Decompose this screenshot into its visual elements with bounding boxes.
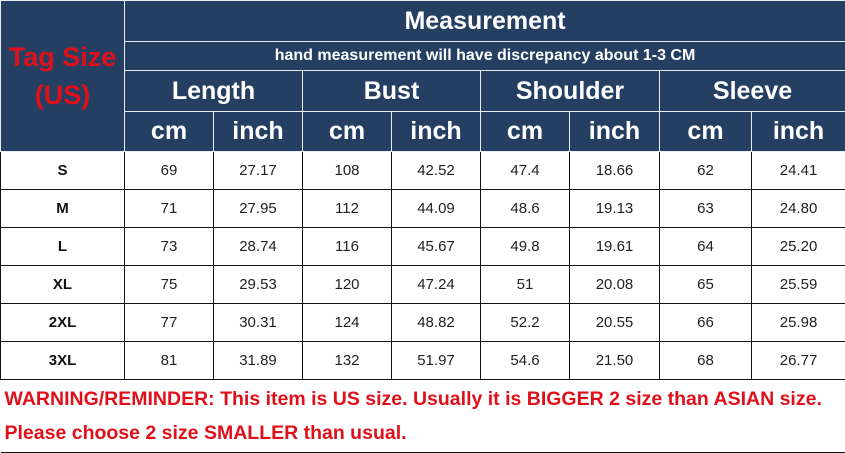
unit-header-cm: cm: [481, 112, 570, 152]
group-header-shoulder: Shoulder: [481, 71, 660, 112]
value-cell: 116: [303, 228, 392, 266]
value-cell: 19.61: [570, 228, 660, 266]
value-cell: 77: [125, 304, 214, 342]
value-cell: 21.50: [570, 342, 660, 380]
value-cell: 54.6: [481, 342, 570, 380]
value-cell: 81: [125, 342, 214, 380]
unit-header-cm: cm: [303, 112, 392, 152]
size-cell: S: [1, 152, 125, 190]
value-cell: 63: [660, 190, 752, 228]
unit-header-inch: inch: [214, 112, 303, 152]
unit-header-inch: inch: [752, 112, 845, 152]
value-cell: 24.80: [752, 190, 845, 228]
value-cell: 62: [660, 152, 752, 190]
value-cell: 124: [303, 304, 392, 342]
value-cell: 47.4: [481, 152, 570, 190]
value-cell: 25.59: [752, 266, 845, 304]
value-cell: 25.98: [752, 304, 845, 342]
value-cell: 51: [481, 266, 570, 304]
value-cell: 20.08: [570, 266, 660, 304]
value-cell: 27.17: [214, 152, 303, 190]
size-cell: 3XL: [1, 342, 125, 380]
measurement-subtitle: hand measurement will have discrepancy a…: [125, 42, 845, 71]
value-cell: 45.67: [392, 228, 481, 266]
value-cell: 51.97: [392, 342, 481, 380]
value-cell: 48.6: [481, 190, 570, 228]
group-header-length: Length: [125, 71, 303, 112]
size-cell: M: [1, 190, 125, 228]
value-cell: 26.77: [752, 342, 845, 380]
warning-text: WARNING/REMINDER: This item is US size. …: [1, 380, 845, 453]
value-cell: 42.52: [392, 152, 481, 190]
value-cell: 44.09: [392, 190, 481, 228]
value-cell: 24.41: [752, 152, 845, 190]
value-cell: 65: [660, 266, 752, 304]
size-cell: XL: [1, 266, 125, 304]
value-cell: 27.95: [214, 190, 303, 228]
measurement-title: Measurement: [125, 1, 845, 42]
tag-size-label: Tag Size: [1, 38, 124, 76]
value-cell: 112: [303, 190, 392, 228]
size-cell: 2XL: [1, 304, 125, 342]
value-cell: 28.74: [214, 228, 303, 266]
value-cell: 31.89: [214, 342, 303, 380]
value-cell: 48.82: [392, 304, 481, 342]
value-cell: 20.55: [570, 304, 660, 342]
value-cell: 18.66: [570, 152, 660, 190]
group-header-bust: Bust: [303, 71, 481, 112]
value-cell: 66: [660, 304, 752, 342]
size-cell: L: [1, 228, 125, 266]
value-cell: 52.2: [481, 304, 570, 342]
group-header-sleeve: Sleeve: [660, 71, 845, 112]
value-cell: 75: [125, 266, 214, 304]
value-cell: 19.13: [570, 190, 660, 228]
tag-size-header: Tag Size (US): [1, 1, 125, 152]
unit-header-cm: cm: [125, 112, 214, 152]
value-cell: 64: [660, 228, 752, 266]
value-cell: 73: [125, 228, 214, 266]
value-cell: 25.20: [752, 228, 845, 266]
value-cell: 49.8: [481, 228, 570, 266]
value-cell: 120: [303, 266, 392, 304]
value-cell: 47.24: [392, 266, 481, 304]
value-cell: 69: [125, 152, 214, 190]
unit-header-cm: cm: [660, 112, 752, 152]
value-cell: 71: [125, 190, 214, 228]
tag-size-region: (US): [1, 76, 124, 114]
value-cell: 68: [660, 342, 752, 380]
value-cell: 132: [303, 342, 392, 380]
value-cell: 29.53: [214, 266, 303, 304]
unit-header-inch: inch: [392, 112, 481, 152]
value-cell: 30.31: [214, 304, 303, 342]
unit-header-inch: inch: [570, 112, 660, 152]
value-cell: 108: [303, 152, 392, 190]
